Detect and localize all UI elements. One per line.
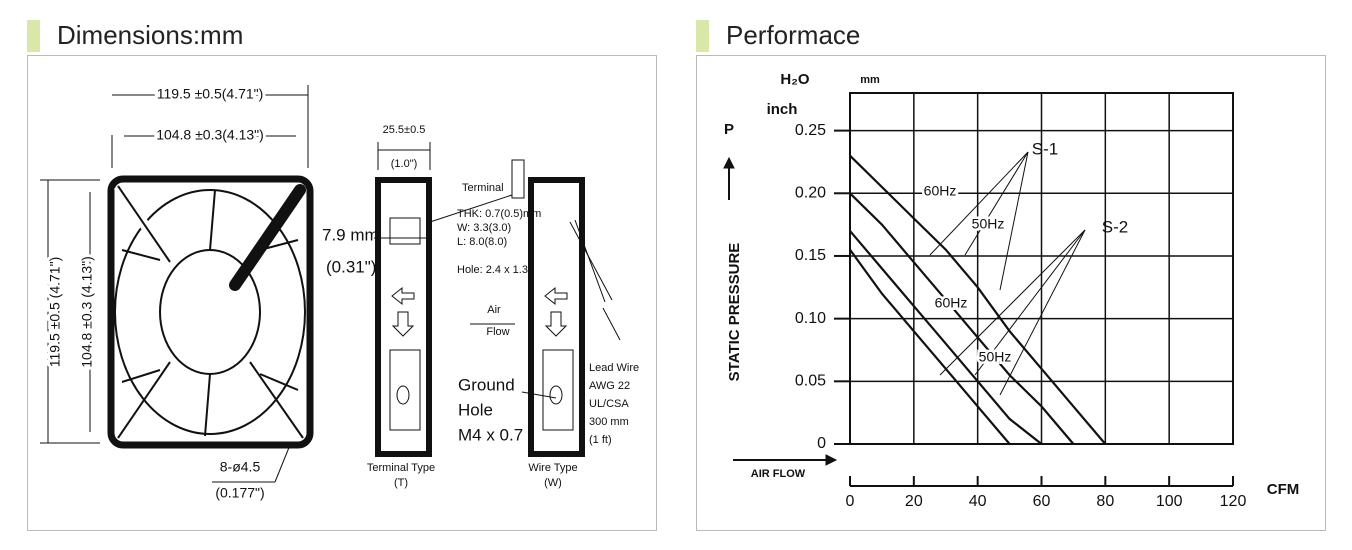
label: Hole: [458, 400, 493, 419]
y-axis-title: STATIC PRESSURE: [726, 243, 743, 382]
y-tick-label: 0.20: [795, 185, 826, 202]
curve-label: 60Hz: [924, 183, 957, 199]
x-tick-label: 60: [1033, 493, 1051, 510]
x-tick-label: 100: [1156, 493, 1183, 510]
label: 300 mm: [589, 416, 629, 428]
dimension-label: 119.5 ±0.5 (4.71"): [47, 257, 63, 367]
y-tick-label: 0.10: [795, 310, 826, 327]
dimension-label: (0.31"): [326, 257, 376, 276]
header-bar: [27, 20, 40, 52]
label: Air: [487, 304, 501, 316]
label: AWG 22: [589, 380, 630, 392]
curve-label: 50Hz: [972, 216, 1005, 232]
x-tick-label: 0: [846, 493, 855, 510]
label: Wire Type: [528, 462, 577, 474]
label: Hole: 2.4 x 1.3: [457, 264, 528, 276]
curve: [849, 154, 1107, 445]
dimension-label: 104.8 ±0.3(4.13"): [156, 127, 264, 143]
label: (1 ft): [589, 434, 612, 446]
dimension-label: (1.0"): [391, 158, 418, 170]
dimension-label: 7.9 mm: [322, 225, 379, 244]
fan-drawing: [40, 85, 314, 483]
x-axis-title: AIR FLOW: [751, 468, 806, 480]
y-tick-label: 0.15: [795, 247, 826, 264]
label: THK: 0.7(0.5)mm: [457, 208, 541, 220]
dimension-label: 25.5±0.5: [383, 124, 426, 136]
x-tick-label: 20: [905, 493, 923, 510]
label: (W): [544, 477, 562, 489]
y-tick-label: 0.25: [795, 122, 826, 139]
dimension-label: 119.5 ±0.5(4.71"): [157, 86, 264, 102]
x-tick-label: 80: [1096, 493, 1114, 510]
panel: [696, 55, 1326, 531]
panel: [27, 55, 657, 531]
label: Lead Wire: [589, 362, 639, 374]
y-tick-label: 0.05: [795, 373, 826, 390]
curve: [849, 249, 1011, 445]
curve: [849, 230, 1043, 445]
section-title: Performace: [726, 20, 860, 50]
x-tick-label: 40: [969, 493, 987, 510]
curve-label: 50Hz: [979, 349, 1012, 365]
dimension-label: 8-ø4.5: [220, 459, 261, 475]
label: M4 x 0.7: [458, 425, 523, 444]
label: (T): [394, 477, 408, 489]
annotation: S-1: [1032, 139, 1058, 158]
section-title: Dimensions:mm: [57, 20, 243, 50]
curve-label: 60Hz: [935, 295, 968, 311]
label: Terminal Type: [367, 462, 435, 474]
label: UL/CSA: [589, 398, 629, 410]
label: Terminal: [462, 182, 504, 194]
y-tick-label: 0: [817, 435, 826, 452]
x-axis-unit: CFM: [1267, 481, 1300, 498]
axis-symbol: P: [724, 121, 734, 138]
header-bar: [696, 20, 709, 52]
annotation: S-2: [1102, 217, 1128, 236]
label: W: 3.3(3.0): [457, 222, 511, 234]
label: Ground: [458, 375, 515, 394]
axis-unit: inch: [767, 101, 798, 118]
arrows: [723, 151, 1086, 466]
label: Flow: [486, 326, 509, 338]
dimension-label: 104.8 ±0.3 (4.13"): [79, 256, 95, 368]
dimension-label: (0.177"): [215, 485, 264, 501]
side-drawing: [374, 142, 621, 457]
x-tick-label: 120: [1220, 493, 1247, 510]
label: L: 8.0(8.0): [457, 236, 507, 248]
curve: [849, 192, 1075, 445]
axis-unit: H₂O: [780, 71, 809, 88]
axis-unit: mm: [860, 74, 880, 86]
